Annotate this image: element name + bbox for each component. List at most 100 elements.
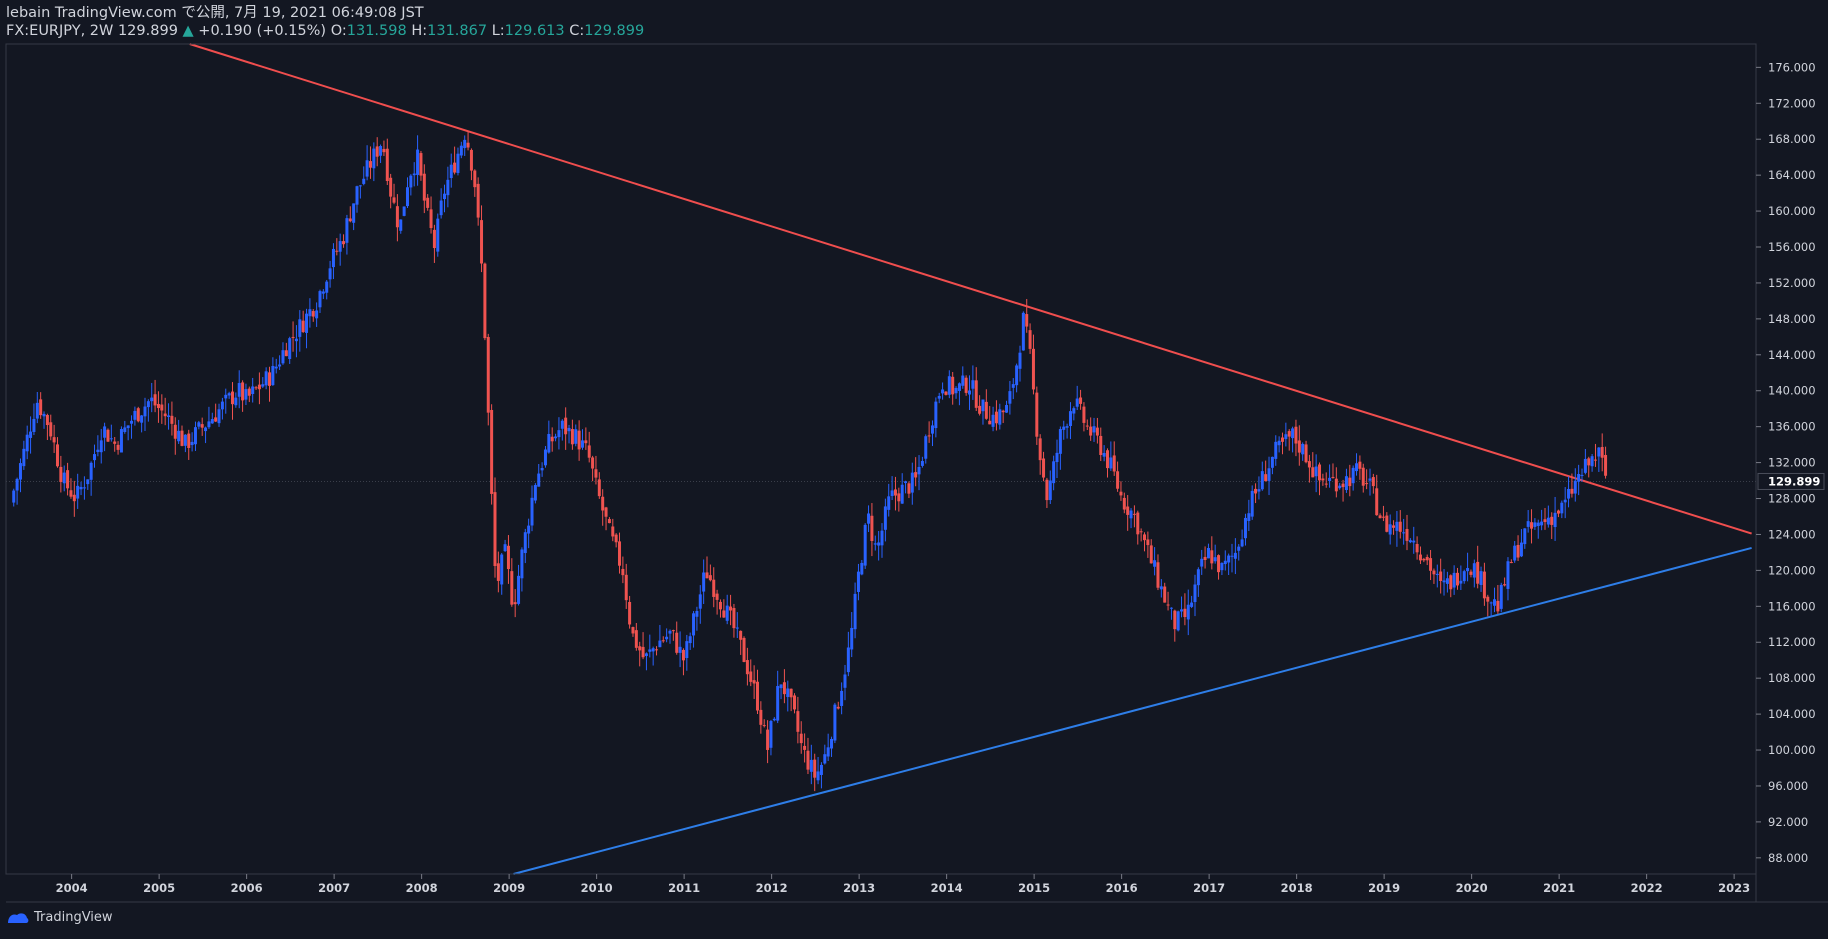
candle-body <box>574 429 578 444</box>
candle-body <box>927 435 931 437</box>
candle-body <box>1186 604 1190 620</box>
candle-body <box>1486 596 1490 602</box>
candle-body <box>480 220 484 264</box>
candle-body <box>1001 410 1005 413</box>
candle-body <box>1489 602 1493 604</box>
candle-body <box>644 653 648 656</box>
candle-body <box>439 200 443 216</box>
candle-body <box>247 388 251 396</box>
candle-body <box>1025 314 1029 327</box>
candle-body <box>116 444 120 450</box>
candle-body <box>1567 488 1571 499</box>
candle-body <box>988 420 992 425</box>
candle-body <box>483 263 487 339</box>
candle-body <box>1052 461 1056 484</box>
candle-body <box>924 436 928 459</box>
candle-body <box>214 417 218 422</box>
candle-body <box>725 605 729 621</box>
candle-body <box>1163 586 1167 603</box>
candle-body <box>210 419 214 424</box>
candle-body <box>328 268 332 280</box>
footer-brand[interactable]: TradingView <box>6 910 113 925</box>
candle-body <box>749 671 753 682</box>
y-tick-label: 172.000 <box>1768 96 1816 110</box>
candle-body <box>1462 571 1466 582</box>
candle-body <box>345 218 349 243</box>
candle-body <box>1028 330 1032 349</box>
candle-body <box>904 481 908 484</box>
candle-body <box>1274 441 1278 459</box>
candle-body <box>675 632 679 653</box>
y-tick-label: 88.000 <box>1768 851 1808 865</box>
candle-body <box>799 733 803 744</box>
candle-body <box>1530 522 1534 529</box>
candle-body <box>1590 456 1594 467</box>
legend-header: lebain TradingView.com で公開, 7月 19, 2021 … <box>6 4 644 40</box>
candle-body <box>443 193 447 200</box>
candle-body <box>1385 515 1389 532</box>
resistance-trendline[interactable] <box>189 43 1752 535</box>
candle-body <box>1513 545 1517 561</box>
candle-body <box>1543 519 1547 522</box>
candle-body <box>1297 440 1301 453</box>
candle-body <box>1469 571 1473 575</box>
symbol-legend[interactable]: FX:EURJPY, 2W 129.899 ▲ +0.190 (+0.15%) … <box>6 22 644 40</box>
candle-body <box>173 424 177 439</box>
candle-body <box>863 524 867 566</box>
candle-body <box>1449 575 1453 590</box>
candle-body <box>732 608 736 629</box>
candle-body <box>1361 467 1365 486</box>
candle-body <box>968 390 972 395</box>
y-tick-label: 112.000 <box>1768 635 1816 649</box>
candle-body <box>1210 550 1214 564</box>
candle-body <box>641 646 645 658</box>
candle-body <box>631 627 635 634</box>
candle-body <box>648 649 652 652</box>
candle-body <box>833 704 837 741</box>
candle-body <box>661 640 665 642</box>
candle-body <box>1573 480 1577 494</box>
candle-body <box>338 241 342 252</box>
candle-body <box>1324 483 1328 485</box>
candle-body <box>961 375 965 386</box>
candle-body <box>873 543 877 545</box>
candle-body <box>301 320 305 332</box>
candle-body <box>702 572 706 592</box>
candle-body <box>547 433 551 453</box>
support-trendline[interactable] <box>513 546 1752 875</box>
candle-body <box>308 309 312 317</box>
x-tick-label: 2007 <box>318 881 350 895</box>
candle-body <box>1479 571 1483 585</box>
candle-body <box>89 462 93 480</box>
candle-body <box>335 250 339 252</box>
candle-body <box>288 338 292 360</box>
tradingview-logo-icon <box>8 912 29 923</box>
candle-body <box>883 506 887 530</box>
candle-body <box>1482 571 1486 599</box>
candle-body <box>695 610 699 617</box>
candle-body <box>634 630 638 648</box>
candle-body <box>99 440 103 453</box>
candle-body <box>395 206 399 228</box>
candle-body <box>860 562 864 575</box>
candle-body <box>1220 562 1224 571</box>
x-tick-label: 2012 <box>756 881 788 895</box>
candle-body <box>1577 474 1581 482</box>
x-tick-label: 2022 <box>1631 881 1663 895</box>
candle-body <box>291 336 295 338</box>
candle-body <box>1122 497 1126 510</box>
candle-body <box>1082 406 1086 423</box>
candle-body <box>419 153 423 176</box>
candle-body <box>1499 584 1503 609</box>
candle-body <box>140 415 144 423</box>
candle-body <box>362 178 366 184</box>
candle-body <box>506 545 510 570</box>
candle-body <box>557 430 561 438</box>
candle-body <box>79 486 83 490</box>
candle-body <box>893 489 897 496</box>
candle-body <box>459 145 463 156</box>
candle-body <box>1452 572 1456 588</box>
x-tick-label: 2011 <box>668 881 700 895</box>
candle-body <box>1200 558 1204 567</box>
